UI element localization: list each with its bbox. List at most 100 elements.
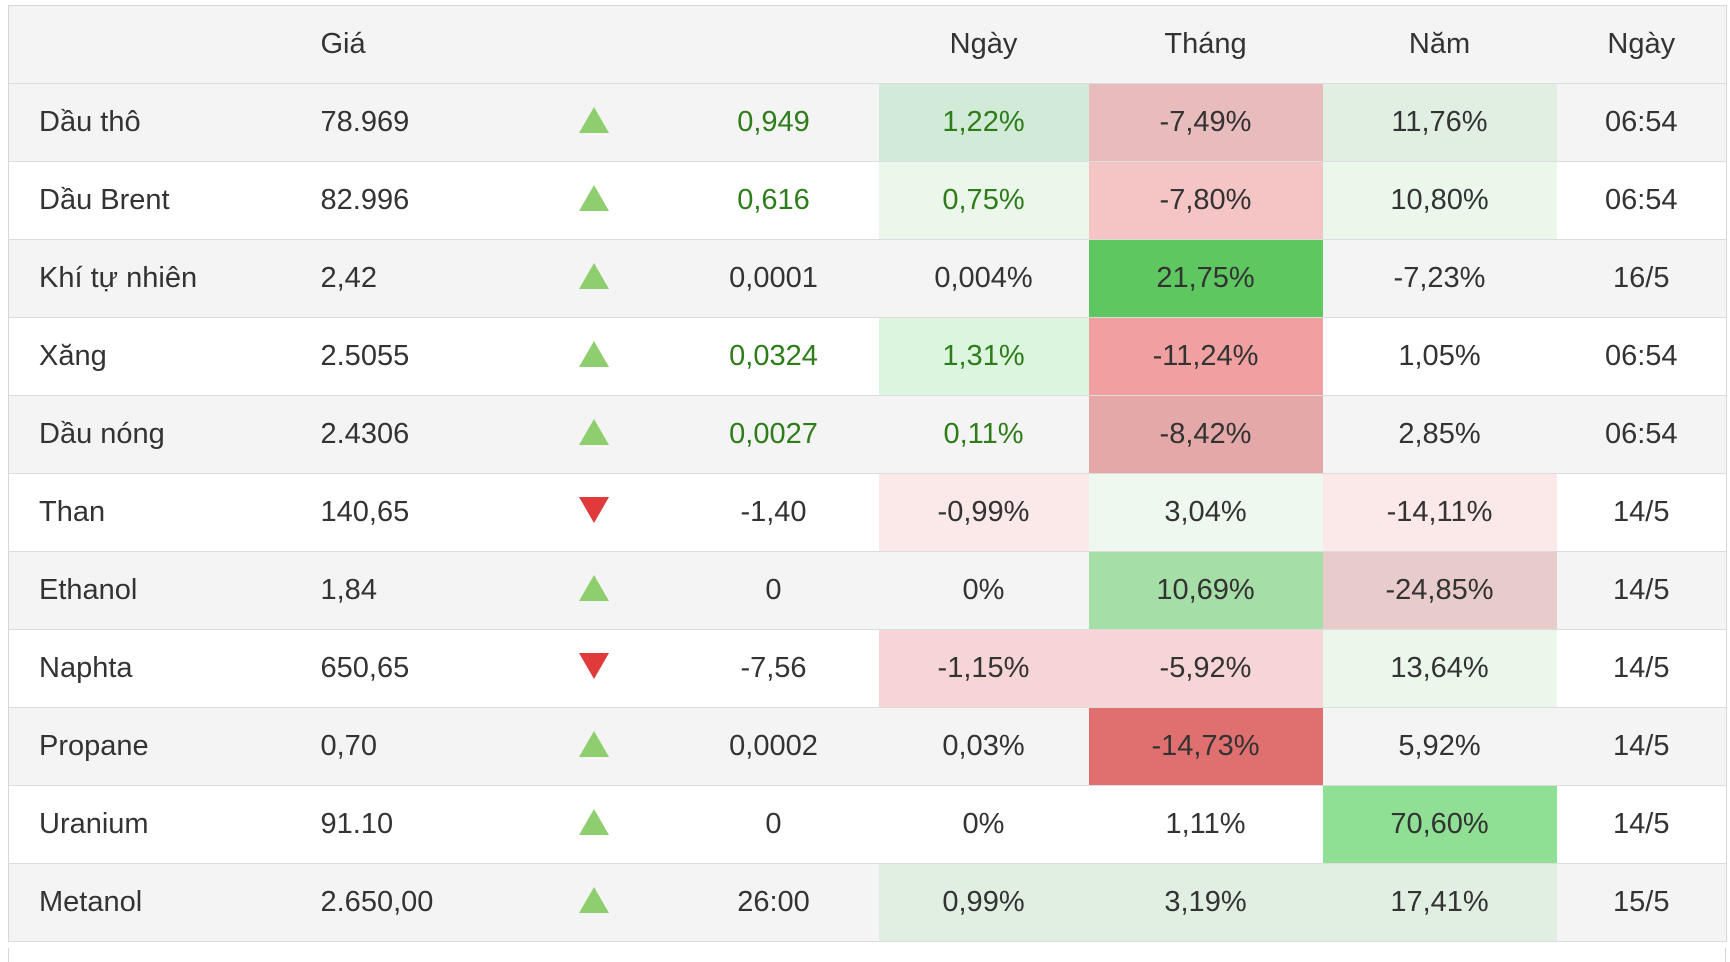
triangle-up-icon [578,887,609,914]
direction-cell [518,83,669,162]
header-day[interactable]: Ngày [878,5,1089,84]
direction-cell [518,785,669,864]
header-price[interactable]: Giá [308,5,519,84]
table-row[interactable]: Than 140,65 -1,40 -0,99% 3,04% -14,11% 14/5 [8,473,1727,552]
day-change-pct: 0,75% [878,161,1089,240]
header-arrow [518,5,669,84]
commodity-name[interactable]: Xăng [8,317,309,396]
update-time: 16/5 [1556,239,1727,318]
day-change-pct: 0% [878,551,1089,630]
update-time: 14/5 [1556,785,1727,864]
direction-cell [518,395,669,474]
year-change-pct: 5,92% [1322,707,1557,786]
commodity-price: 82.996 [308,161,519,240]
day-change-pct: 1,31% [878,317,1089,396]
day-change-pct: 0,03% [878,707,1089,786]
commodity-name[interactable]: Than [8,473,309,552]
year-change-pct: 1,05% [1322,317,1557,396]
update-time: 06:54 [1556,161,1727,240]
month-change-pct: 3,04% [1088,473,1323,552]
year-change-pct: 11,76% [1322,83,1557,162]
year-change-pct: -24,85% [1322,551,1557,630]
header-change[interactable] [668,5,879,84]
table-body: Dầu thô 78.969 0,949 1,22% -7,49% 11,76% 06:54… [8,83,1727,942]
commodity-name[interactable]: Naphta [8,629,309,708]
triangle-down-icon [578,497,609,524]
commodity-price: 2,42 [308,239,519,318]
year-change-pct: 13,64% [1322,629,1557,708]
triangle-up-icon [578,341,609,368]
commodity-price: 2.4306 [308,395,519,474]
update-time: 14/5 [1556,551,1727,630]
triangle-up-icon [578,185,609,212]
commodity-price: 140,65 [308,473,519,552]
month-change-pct: -5,92% [1088,629,1323,708]
triangle-up-icon [578,731,609,758]
change-value: 26:00 [668,863,879,942]
commodity-name[interactable]: Dầu Brent [8,161,309,240]
month-change-pct: 3,19% [1088,863,1323,942]
direction-cell [518,473,669,552]
table-row[interactable]: Metanol 2.650,00 26:00 0,99% 3,19% 17,41% 15/5 [8,863,1727,942]
update-time: 14/5 [1556,707,1727,786]
change-value: 0,0027 [668,395,879,474]
table-row[interactable]: Dầu nóng 2.4306 0,0027 0,11% -8,42% 2,85% 06:5… [8,395,1727,474]
commodity-name[interactable]: Dầu thô [8,83,309,162]
year-change-pct: 70,60% [1322,785,1557,864]
update-time: 06:54 [1556,317,1727,396]
change-value: 0,0001 [668,239,879,318]
table-row[interactable]: Ethanol 1,84 0 0% 10,69% -24,85% 14/5 [8,551,1727,630]
commodity-name[interactable]: Khí tự nhiên [8,239,309,318]
commodity-price: 2.5055 [308,317,519,396]
month-change-pct: -14,73% [1088,707,1323,786]
triangle-up-icon [578,809,609,836]
month-change-pct: -7,80% [1088,161,1323,240]
year-change-pct: -14,11% [1322,473,1557,552]
year-change-pct: -7,23% [1322,239,1557,318]
day-change-pct: 0,004% [878,239,1089,318]
triangle-up-icon [578,107,609,134]
header-year[interactable]: Năm [1322,5,1557,84]
header-month[interactable]: Tháng [1088,5,1323,84]
table-row[interactable]: Dầu Brent 82.996 0,616 0,75% -7,80% 10,80% 06:… [8,161,1727,240]
change-value: 0 [668,785,879,864]
year-change-pct: 10,80% [1322,161,1557,240]
month-change-pct: 21,75% [1088,239,1323,318]
header-time[interactable]: Ngày [1556,5,1727,84]
update-time: 14/5 [1556,629,1727,708]
direction-cell [518,317,669,396]
commodity-price: 2.650,00 [308,863,519,942]
direction-cell [518,239,669,318]
table-row[interactable]: Propane 0,70 0,0002 0,03% -14,73% 5,92% 14/5 [8,707,1727,786]
table-bottom-edge [8,948,1726,962]
energy-commodity-table: Giá Ngày Tháng Năm Ngày Dầu thô 78.969 0,9… [8,5,1727,942]
change-value: 0,0324 [668,317,879,396]
commodity-price: 78.969 [308,83,519,162]
commodity-name[interactable]: Uranium [8,785,309,864]
commodity-price: 1,84 [308,551,519,630]
table-row[interactable]: Dầu thô 78.969 0,949 1,22% -7,49% 11,76% 06:54 [8,83,1727,162]
table-row[interactable]: Xăng 2.5055 0,0324 1,31% -11,24% 1,05% 06:54 [8,317,1727,396]
header-name[interactable] [8,5,309,84]
direction-cell [518,707,669,786]
day-change-pct: 0,99% [878,863,1089,942]
day-change-pct: -0,99% [878,473,1089,552]
commodity-name[interactable]: Dầu nóng [8,395,309,474]
commodity-price: 91.10 [308,785,519,864]
commodity-price: 0,70 [308,707,519,786]
table-row[interactable]: Uranium 91.10 0 0% 1,11% 70,60% 14/5 [8,785,1727,864]
update-time: 06:54 [1556,83,1727,162]
triangle-up-icon [578,263,609,290]
commodity-name[interactable]: Ethanol [8,551,309,630]
change-value: -1,40 [668,473,879,552]
header-row: Giá Ngày Tháng Năm Ngày [8,5,1727,84]
month-change-pct: -11,24% [1088,317,1323,396]
commodity-price: 650,65 [308,629,519,708]
commodity-name[interactable]: Propane [8,707,309,786]
change-value: 0,0002 [668,707,879,786]
table-row[interactable]: Khí tự nhiên 2,42 0,0001 0,004% 21,75% -7,23%… [8,239,1727,318]
table-row[interactable]: Naphta 650,65 -7,56 -1,15% -5,92% 13,64% 14/5 [8,629,1727,708]
commodity-name[interactable]: Metanol [8,863,309,942]
change-value: -7,56 [668,629,879,708]
